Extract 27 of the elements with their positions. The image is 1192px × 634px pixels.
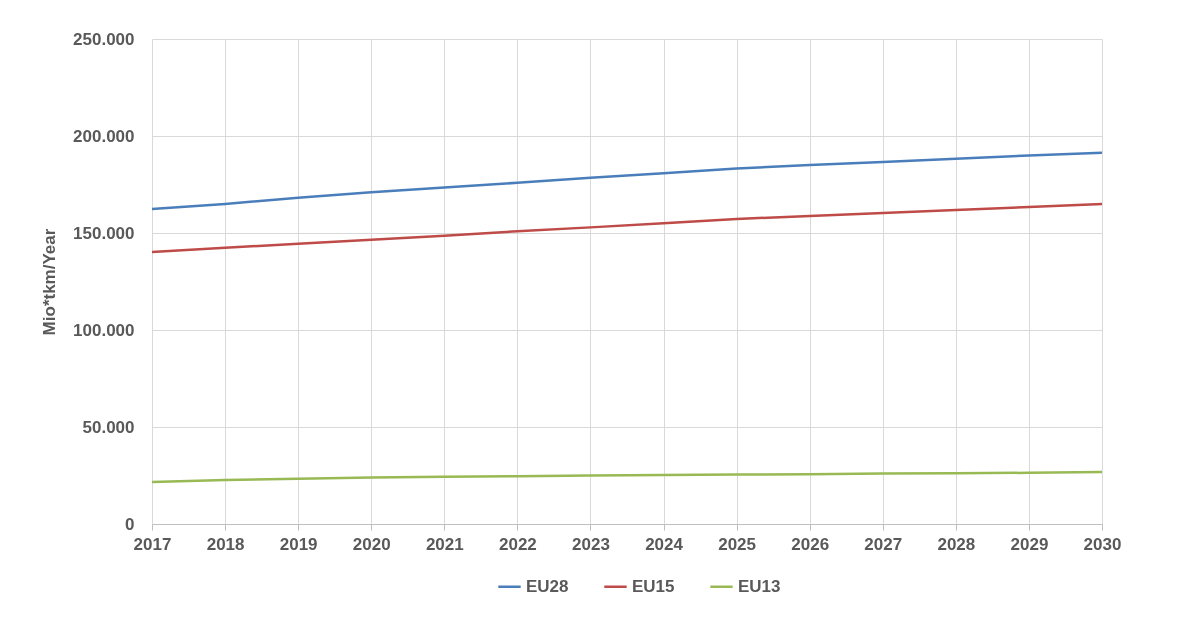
x-tick-label: 2025 [718,534,757,554]
y-tick-label: 0 [125,514,135,534]
x-tick-label: 2023 [572,534,610,554]
x-tick-label: 2029 [1010,534,1049,554]
y-tick-label: 200.000 [73,126,135,146]
y-tick-label: 250.000 [73,29,135,49]
line-series [150,470,1104,484]
y-tick-label: 150.000 [73,223,135,243]
line-series [150,151,1104,211]
x-tick-label: 2019 [279,534,318,554]
x-tick-label: 2024 [645,534,684,554]
x-tick-label: 2021 [425,534,464,554]
legend-label: EU15 [632,576,675,596]
x-tick-label: 2028 [937,534,976,554]
y-tick-label: 100.000 [73,320,135,340]
x-tick-label: 2027 [864,534,903,554]
legend-label: EU13 [738,576,781,596]
y-tick-label: 50.000 [82,417,135,437]
x-tick-label: 2018 [206,534,245,554]
y-axis-title: Mio*tkm/Year [40,228,60,336]
line-series [150,202,1104,254]
x-tick-label: 2017 [133,534,172,554]
x-tick-label: 2022 [498,534,537,554]
x-tick-label: 2030 [1083,534,1122,554]
x-tick-label: 2020 [352,534,391,554]
x-tick-label: 2026 [791,534,830,554]
legend-label: EU28 [526,576,569,596]
